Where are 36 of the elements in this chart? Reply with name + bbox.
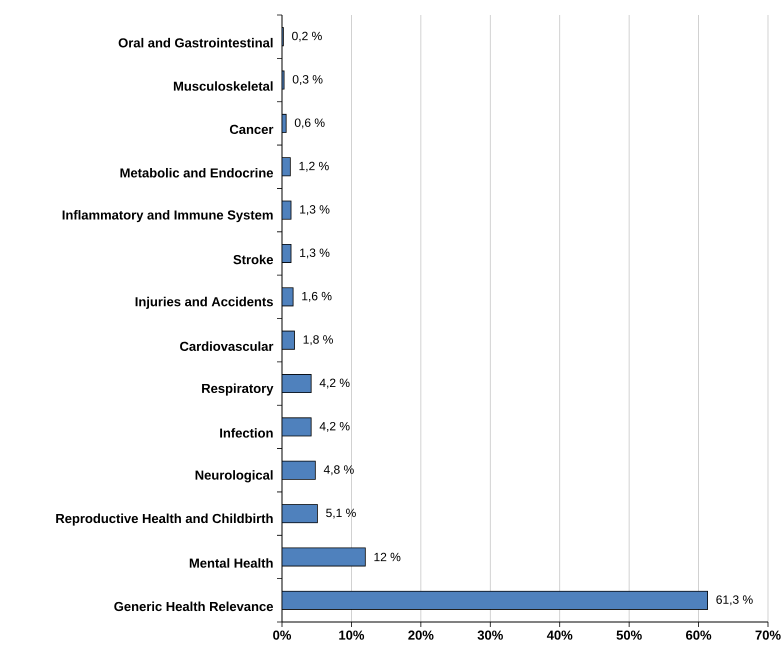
y-tick-label: Oral and Gastrointestinal bbox=[118, 38, 273, 48]
data-label: 0,3 % bbox=[292, 75, 323, 85]
x-tick-label: 50% bbox=[616, 630, 642, 640]
y-tick-label: Generic Health Relevance bbox=[114, 602, 274, 612]
data-label: 4,2 % bbox=[320, 422, 350, 432]
y-tick-label: Metabolic and Endocrine bbox=[120, 168, 274, 178]
data-label: 0,6 % bbox=[294, 118, 325, 128]
data-label: 0,2 % bbox=[292, 32, 322, 42]
y-tick-label: Respiratory bbox=[202, 383, 274, 396]
x-tick-label: 60% bbox=[686, 630, 712, 640]
y-tick-label: Infection bbox=[220, 428, 273, 438]
y-tick-label: Cancer bbox=[230, 124, 274, 134]
data-label: 12 % bbox=[374, 552, 400, 562]
y-tick-label: Neurological bbox=[196, 470, 273, 482]
data-label: 1,6 % bbox=[302, 292, 332, 302]
x-tick-label: 70% bbox=[756, 630, 781, 640]
x-tick-label: 30% bbox=[478, 630, 503, 640]
y-tick-label: Cardiovascular bbox=[180, 341, 274, 351]
y-tick-label: Mental Health bbox=[190, 558, 273, 568]
x-tick-label: 40% bbox=[546, 630, 572, 640]
x-tick-label: 0% bbox=[273, 630, 292, 640]
x-tick-label: 20% bbox=[408, 630, 434, 640]
data-label: 61,3 % bbox=[716, 595, 753, 606]
data-label: 1,2 % bbox=[299, 162, 329, 172]
y-tick-label: Musculoskeletal bbox=[174, 81, 273, 91]
data-label: 1,3 % bbox=[300, 205, 330, 216]
y-tick-label: Inflammatory and Immune System bbox=[62, 210, 273, 222]
y-tick-label: Reproductive Health and Childbirth bbox=[56, 514, 273, 526]
data-label: 4,2 % bbox=[320, 378, 350, 388]
data-label: 4,8 % bbox=[324, 465, 354, 476]
x-tick-label: 10% bbox=[339, 630, 364, 640]
data-label: 1,8 % bbox=[304, 335, 333, 346]
data-label: 5,1 % bbox=[326, 508, 356, 519]
data-label: 1,3 % bbox=[300, 248, 330, 258]
y-tick-label: Injuries and Accidents bbox=[136, 296, 273, 309]
y-tick-label: Stroke bbox=[233, 254, 274, 264]
